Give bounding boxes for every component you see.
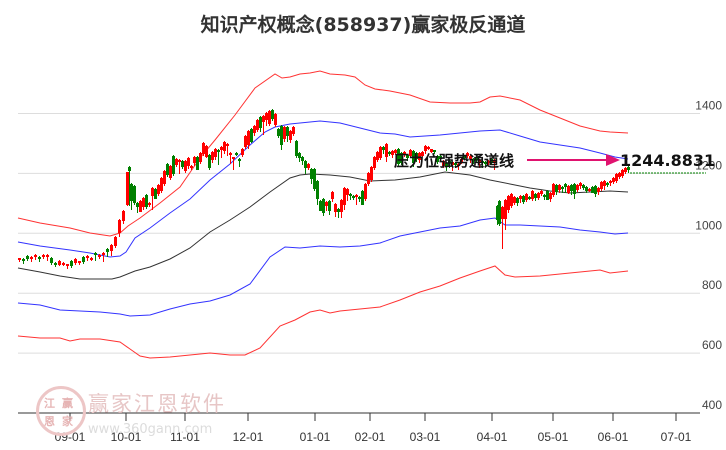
x-tick-label: 04-01: [477, 430, 508, 444]
y-tick-label: 400: [702, 398, 722, 412]
y-tick-label: 1400: [695, 99, 722, 113]
x-tick-label: 10-01: [111, 430, 142, 444]
candlesticks: [18, 109, 630, 269]
y-axis: 400 600 800 1000 1200 1400: [695, 99, 722, 413]
band-outer_upper: [17, 70, 629, 237]
band-inner_upper: [17, 120, 629, 258]
logo-char: 赢: [62, 398, 73, 410]
logo-char: 家: [62, 416, 73, 428]
grid-lines: [18, 113, 700, 354]
x-tick-label: 12-01: [233, 430, 264, 444]
y-tick-label: 800: [702, 278, 722, 292]
annotation-label: 压力位强势通道线: [394, 152, 515, 170]
chart-title: 知识产权概念(858937)赢家极反通道: [200, 14, 526, 36]
x-tick-label: 07-01: [661, 430, 692, 444]
x-tick-label: 02-01: [355, 430, 386, 444]
logo-char: 恩: [44, 416, 55, 428]
band-inner_lower: [17, 217, 629, 317]
annotation-arrow-icon: [527, 154, 620, 166]
watermark-logo-icon: 江 赢 恩 家: [36, 386, 86, 436]
watermark-name: 赢家江恩软件: [88, 392, 226, 416]
y-tick-label: 600: [702, 338, 722, 352]
x-tick-label: 01-01: [300, 430, 331, 444]
x-tick-label: 11-01: [170, 430, 200, 444]
annotation-value: 1244.8831: [620, 151, 716, 170]
y-tick-label: 1000: [695, 218, 722, 232]
x-tick-label: 03-01: [410, 430, 441, 444]
logo-char: 江: [44, 398, 55, 410]
band-middle: [17, 171, 629, 280]
x-tick-label: 05-01: [538, 430, 569, 444]
x-tick-label: 06-01: [598, 430, 629, 444]
band-outer_lower: [17, 265, 629, 359]
x-axis: 09-01 10-01 11-01 12-01 01-01 02-01 03-01 04-01…: [18, 412, 700, 444]
channel-bands: [17, 70, 629, 359]
y-tick-label: 1200: [695, 158, 722, 172]
watermark-url: www.360gann.com: [88, 422, 213, 437]
